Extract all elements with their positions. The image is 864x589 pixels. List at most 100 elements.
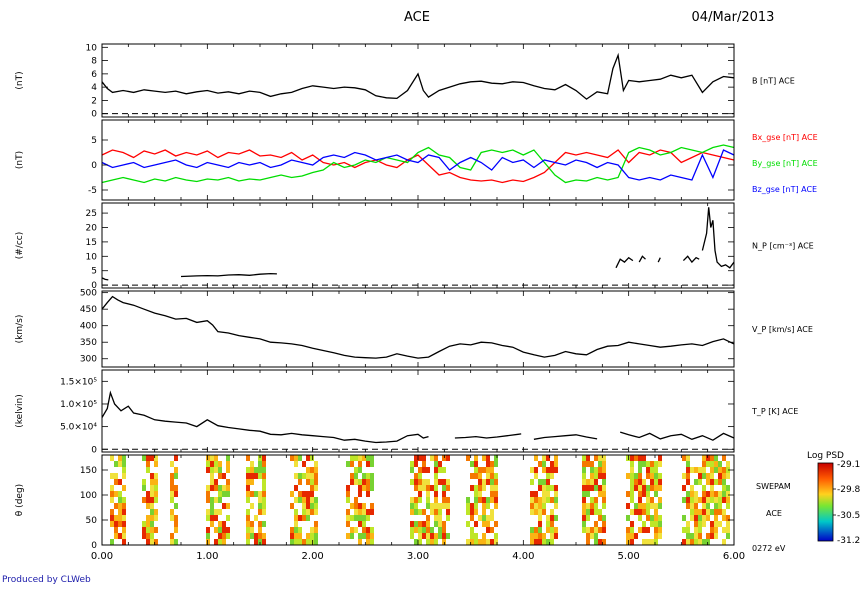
- heatmap-cell: [154, 515, 158, 521]
- heatmap-cell: [358, 491, 362, 497]
- heatmap-cell: [482, 479, 486, 485]
- heatmap-cell: [538, 521, 542, 527]
- heatmap-cell: [290, 533, 294, 539]
- heatmap-cell: [410, 527, 414, 533]
- heatmap-cell: [346, 497, 350, 503]
- heatmap-cell: [466, 503, 470, 509]
- heatmap-cell: [494, 455, 498, 461]
- panel-frame: [101, 119, 735, 201]
- heatmap-cell: [174, 491, 178, 497]
- heatmap-cell: [362, 527, 366, 533]
- heatmap-cell: [422, 485, 426, 491]
- heatmap-cell: [646, 503, 650, 509]
- heatmap-cell: [150, 515, 154, 521]
- panel-b: B [nT] ACE 0 2 4 6 8 10 (nT): [15, 43, 795, 119]
- heatmap-cell: [542, 491, 546, 497]
- heatmap-cell: [474, 497, 478, 503]
- heatmap-cell: [550, 539, 554, 545]
- heatmap-cell: [426, 503, 430, 509]
- heatmap-cell: [314, 485, 318, 491]
- heatmap-cell: [426, 485, 430, 491]
- heatmap-cell: [218, 509, 222, 515]
- heatmap-cell: [434, 509, 438, 515]
- heatmap-cell: [586, 491, 590, 497]
- heatmap-cell: [362, 473, 366, 479]
- colorbar-tick-label: -29.8: [837, 485, 861, 495]
- heatmap-cell: [534, 497, 538, 503]
- y-tick-label: 0: [91, 161, 97, 171]
- heatmap-cell: [586, 539, 590, 545]
- heatmap-cell: [598, 485, 602, 491]
- heatmap-cell: [206, 461, 210, 467]
- heatmap-cell: [350, 455, 354, 461]
- heatmap-cell: [590, 461, 594, 467]
- heatmap-cell: [726, 533, 730, 539]
- heatmap-cell: [174, 527, 178, 533]
- heatmap-cell: [170, 515, 174, 521]
- heatmap-cell: [694, 491, 698, 497]
- heatmap-cell: [218, 461, 222, 467]
- heatmap-cell: [370, 461, 374, 467]
- heatmap-cell: [250, 533, 254, 539]
- heatmap-cell: [122, 527, 126, 533]
- heatmap-cell: [538, 503, 542, 509]
- heatmap-cell: [470, 515, 474, 521]
- heatmap-cell: [434, 491, 438, 497]
- heatmap-cell: [590, 509, 594, 515]
- panel-t_p: T_P [K] ACE 0 5.0×10⁴ 1.0×10⁵ 1.5×10⁵ (kelvin…: [15, 369, 798, 455]
- heatmap-cell: [442, 503, 446, 509]
- series-line-t_p-0: [101, 390, 429, 444]
- heatmap-cell: [414, 503, 418, 509]
- heatmap-cell: [654, 503, 658, 509]
- heatmap-cell: [638, 527, 642, 533]
- heatmap-cell: [358, 455, 362, 461]
- heatmap-cell: [598, 473, 602, 479]
- heatmap-cell: [602, 497, 606, 503]
- heatmap-cell: [366, 473, 370, 479]
- heatmap-cell: [426, 497, 430, 503]
- heatmap-cell: [174, 455, 178, 461]
- heatmap-cell: [722, 467, 726, 473]
- heatmap-cell: [262, 455, 266, 461]
- heatmap-cell: [550, 473, 554, 479]
- heatmap-cell: [482, 467, 486, 473]
- heatmap-cell: [306, 473, 310, 479]
- heatmap-cell: [602, 485, 606, 491]
- heatmap-cell: [174, 503, 178, 509]
- heatmap-cell: [114, 473, 118, 479]
- heatmap-cell: [466, 521, 470, 527]
- heatmap-cell: [122, 509, 126, 515]
- heatmap-cell: [258, 473, 262, 479]
- heatmap-cell: [630, 455, 634, 461]
- heatmap-cell: [302, 515, 306, 521]
- y-tick-label: 10: [86, 252, 98, 262]
- series-line-b-components-2: [101, 149, 735, 181]
- heatmap-cell: [210, 479, 214, 485]
- heatmap-cell: [542, 467, 546, 473]
- heatmap-cell: [626, 473, 630, 479]
- heatmap-cell: [218, 491, 222, 497]
- heatmap-cell: [654, 539, 658, 545]
- heatmap-cell: [214, 467, 218, 473]
- heatmap-cell: [478, 539, 482, 545]
- heatmap-cell: [466, 497, 470, 503]
- heatmap-cell: [494, 461, 498, 467]
- heatmap-cell: [366, 485, 370, 491]
- heatmap-cell: [262, 509, 266, 515]
- series-line-n_p-0: [657, 257, 661, 263]
- heatmap-cell: [262, 521, 266, 527]
- heatmap-cell: [658, 485, 662, 491]
- heatmap-cell: [122, 539, 126, 545]
- heatmap-cell: [426, 533, 430, 539]
- heatmap-cell: [474, 461, 478, 467]
- heatmap-cell: [554, 515, 558, 521]
- heatmap-cell: [490, 497, 494, 503]
- heatmap-cell: [694, 533, 698, 539]
- heatmap-cell: [302, 473, 306, 479]
- heatmap-cell: [418, 455, 422, 461]
- heatmap-cell: [314, 521, 318, 527]
- heatmap-cell: [170, 509, 174, 515]
- heatmap-cell: [586, 461, 590, 467]
- heatmap-cell: [154, 473, 158, 479]
